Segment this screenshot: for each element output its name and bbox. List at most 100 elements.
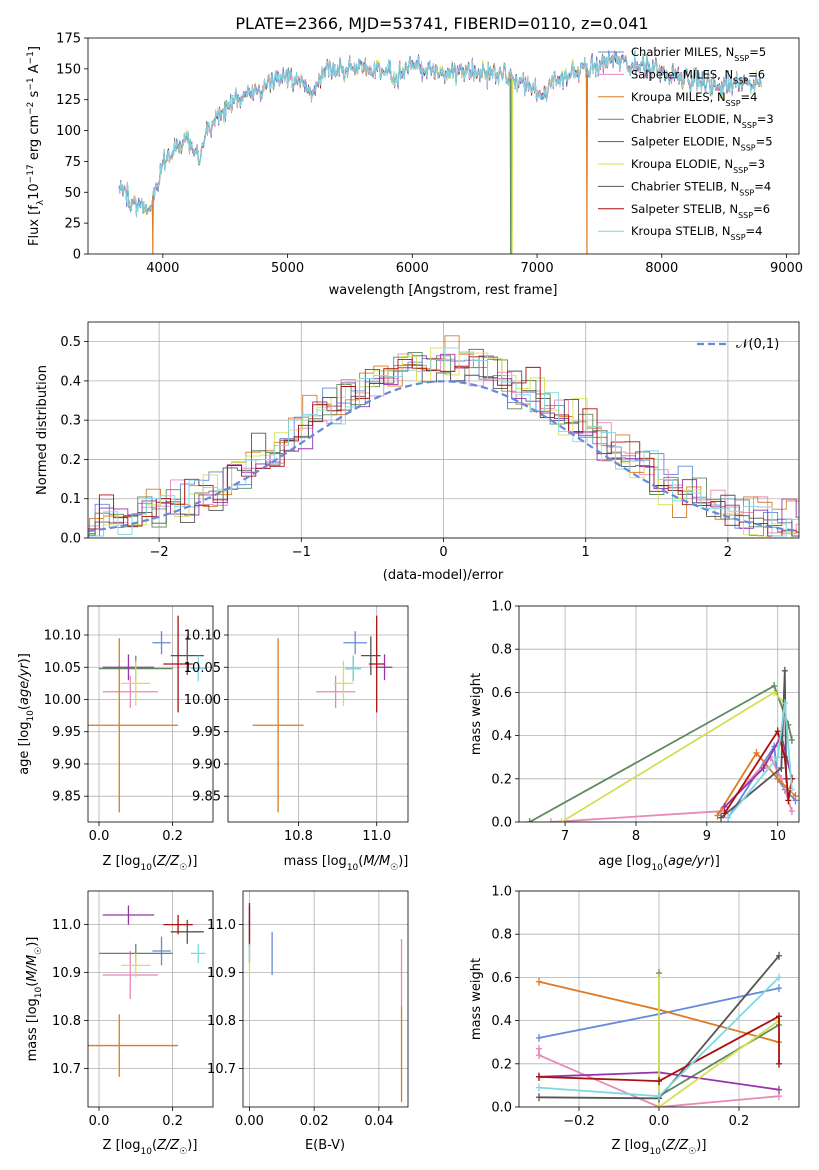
x-tick-label: 0 <box>439 545 447 560</box>
y-tick-label: 0.0 <box>60 532 81 547</box>
legend-entry: Chabrier STELIB, NSSP=4 <box>631 179 771 197</box>
legend-entry: Chabrier ELODIE, NSSP=3 <box>631 112 774 130</box>
plot-area-residuals <box>88 322 799 538</box>
y-tick-label: 10.00 <box>44 693 81 708</box>
x-tick-label: 2 <box>724 545 732 560</box>
y-tick-label: 0.0 <box>491 1101 512 1116</box>
panel-mass_vs_EBV: 0.00 0.02 0.04 10.7 10.8 10.9 11.0 E(B-V) <box>207 890 409 1153</box>
y-tick-label: 0.5 <box>60 335 81 350</box>
y-tick-label: 10.9 <box>207 966 236 981</box>
panel-weight_vs_age: 7 8 9 10 0.0 0.2 0.4 0.6 0.8 1.0 age [log10(age/yr… <box>469 600 800 873</box>
panel-weight_vs_Z: −0.2 0.0 0.2 0.0 0.2 0.4 0.6 0.8 1.0 Z [log10(Z/Z… <box>469 885 800 1157</box>
x-tick-label: 7 <box>561 829 569 844</box>
y-tick-label: 175 <box>56 32 81 47</box>
axes-frame <box>518 605 800 823</box>
plot-layer: 4000 5000 6000 7000 8000 90000255075100125150… <box>17 32 803 1158</box>
y-tick-label: 0.8 <box>491 643 512 658</box>
y-tick-label: 0.4 <box>60 374 81 389</box>
x-tick-label: −2 <box>150 545 169 560</box>
x-tick-label: 0.04 <box>364 1114 393 1129</box>
histogram-step <box>88 335 799 538</box>
y-tick-label: 9.95 <box>192 725 221 740</box>
y-axis-label: mass weight <box>469 958 484 1040</box>
panel-mass_vs_Z: 0.0 0.2 10.7 10.8 10.9 11.0 Z [log10(Z/Z☉)] mas… <box>25 890 214 1157</box>
y-tick-label: 9.90 <box>192 757 221 772</box>
plot-area-mass_vs_EBV <box>243 891 408 1107</box>
legend-entry: Chabrier MILES, NSSP=5 <box>631 45 766 63</box>
x-tick-label: 1 <box>582 545 590 560</box>
histogram-step <box>88 348 799 537</box>
y-tick-label: 0.3 <box>60 414 81 429</box>
x-tick-label: 9 <box>703 829 711 844</box>
y-tick-label: 10.05 <box>44 661 81 676</box>
x-tick-label: 10 <box>769 829 786 844</box>
y-tick-label: 0.4 <box>491 1014 512 1029</box>
x-tick-label: −1 <box>292 545 311 560</box>
x-tick-label: 10.8 <box>284 829 313 844</box>
y-tick-label: 0.2 <box>491 1057 512 1072</box>
y-axis-label: age [log10(age/yr)] <box>17 653 36 775</box>
weight-line <box>561 691 786 822</box>
y-tick-label: 10.7 <box>52 1062 81 1077</box>
y-tick-label: 0.2 <box>60 453 81 468</box>
x-tick-label: 11.0 <box>362 829 391 844</box>
x-axis-label: mass [log10(M/M☉)] <box>284 854 409 873</box>
plot-area-age_vs_Z <box>88 606 213 822</box>
y-axis-label: mass weight <box>469 673 484 755</box>
weight-line <box>529 684 793 822</box>
histogram-step <box>88 352 799 537</box>
legend-entry: Salpeter STELIB, NSSP=6 <box>631 202 770 220</box>
plot-area-spectrum <box>118 49 762 254</box>
y-tick-label: 9.95 <box>52 725 81 740</box>
x-tick-label: 4000 <box>146 261 179 276</box>
y-tick-label: 0.0 <box>491 816 512 831</box>
y-tick-label: 0.1 <box>60 492 81 507</box>
y-tick-label: 9.85 <box>52 790 81 805</box>
y-tick-label: 10.8 <box>207 1014 236 1029</box>
x-axis-label: Z [log10(Z/Z☉)] <box>103 1138 198 1157</box>
y-tick-label: 0.2 <box>491 772 512 787</box>
plot-area-weight_vs_Z <box>519 891 799 1107</box>
x-tick-label: 8 <box>632 829 640 844</box>
x-axis-label: Z [log10(Z/Z☉)] <box>103 854 198 873</box>
panel-age_vs_mass: 10.8 11.0 9.85 9.90 9.95 10.00 10.05 10.10 mass … <box>184 605 409 873</box>
x-axis-label: age [log10(age/yr)] <box>598 854 720 873</box>
histogram-step <box>88 347 799 538</box>
y-tick-label: 10.7 <box>207 1062 236 1077</box>
legend-entry: 𝒩(0,1) <box>736 337 779 352</box>
plot-area-weight_vs_age <box>519 606 799 822</box>
y-tick-label: 125 <box>56 93 81 108</box>
x-axis-label: wavelength [Angstrom, rest frame] <box>329 283 558 298</box>
legend-entry: Salpeter MILES, NSSP=6 <box>631 67 765 85</box>
axes-frame <box>87 37 800 255</box>
x-tick-label: 0.02 <box>300 1114 329 1129</box>
panel-spectrum: 4000 5000 6000 7000 8000 9000 0 25 50 75 100 125 150… <box>26 32 803 299</box>
axes-frame <box>87 321 800 539</box>
plot-area-mass_vs_Z <box>88 891 213 1107</box>
y-tick-label: 1.0 <box>491 885 512 900</box>
y-tick-label: 150 <box>56 62 81 77</box>
y-tick-label: 11.0 <box>52 918 81 933</box>
y-tick-label: 0.6 <box>491 686 512 701</box>
y-tick-label: 75 <box>64 155 81 170</box>
histogram-step <box>88 364 799 537</box>
plot-area-age_vs_mass <box>228 606 408 822</box>
normal-reference-curve <box>88 380 797 533</box>
axes-frame <box>87 890 214 1108</box>
x-tick-label: 8000 <box>645 261 678 276</box>
x-tick-label: 0.2 <box>162 829 183 844</box>
y-tick-label: 1.0 <box>491 600 512 615</box>
x-tick-label: 0.0 <box>649 1114 670 1129</box>
axes-frame <box>518 890 800 1108</box>
histogram-step <box>88 356 799 537</box>
x-tick-label: 5000 <box>271 261 304 276</box>
figure-title: PLATE=2366, MJD=53741, FIBERID=0110, z=0… <box>235 14 648 33</box>
y-tick-label: 50 <box>64 186 81 201</box>
y-tick-label: 10.10 <box>44 629 81 644</box>
axes-frame <box>227 605 409 823</box>
y-tick-label: 0.8 <box>491 928 512 943</box>
weight-line <box>727 703 793 819</box>
y-tick-label: 0.4 <box>491 729 512 744</box>
y-tick-label: 10.00 <box>184 693 221 708</box>
